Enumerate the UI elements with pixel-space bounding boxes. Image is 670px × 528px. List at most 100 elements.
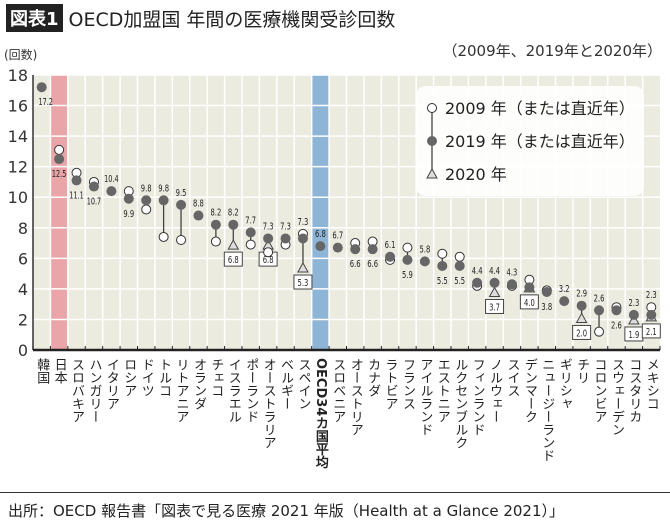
- data-label-2019: 6.7: [332, 231, 343, 242]
- data-label-2019: 10.4: [104, 174, 118, 185]
- marker-2019: [123, 193, 134, 204]
- data-label-2019: 3.2: [559, 284, 570, 295]
- x-category-label: OECD34カ国平均: [313, 358, 329, 470]
- data-label-2019: 6.1: [385, 240, 396, 251]
- legend-marker-2019: [427, 136, 437, 146]
- data-label-2019: 2.6: [611, 320, 622, 331]
- data-label-2019: 7.3: [263, 221, 274, 232]
- marker-2020: [227, 239, 240, 250]
- data-label-2019: 17.2: [39, 97, 53, 108]
- data-label-2019: 9.5: [176, 188, 187, 199]
- marker-2019: [193, 210, 204, 221]
- legend-box: [416, 86, 644, 196]
- x-category-label: 韓国: [34, 358, 50, 384]
- x-category-label: ルクセンブルク: [452, 358, 468, 449]
- x-category-label: スイス: [504, 358, 519, 397]
- marker-2019: [506, 279, 517, 290]
- japan-highlight-band: [50, 75, 68, 350]
- x-category-label: オランダ: [191, 358, 206, 410]
- x-category-label: ドイツ: [139, 358, 154, 397]
- marker-2009: [454, 251, 465, 262]
- data-label-2019: 7.7: [245, 215, 256, 226]
- y-tick-label: 18: [8, 66, 28, 85]
- marker-2019: [541, 286, 552, 297]
- marker-2019: [106, 186, 117, 197]
- x-category-label: スロベニア: [330, 358, 346, 423]
- y-tick-label: 16: [8, 97, 28, 116]
- marker-2009: [54, 144, 65, 155]
- marker-2019: [437, 260, 448, 271]
- marker-2009: [210, 236, 221, 247]
- data-label-2020: 6.8: [228, 255, 239, 266]
- data-label-2019: 3.8: [541, 302, 552, 313]
- y-tick-label: 12: [8, 158, 28, 177]
- data-label-2019: 2.9: [576, 289, 587, 300]
- data-label-2019: 5.5: [454, 276, 465, 287]
- data-label-2020: 6.8: [263, 255, 274, 266]
- label-box-2020: [519, 294, 539, 310]
- data-label-2020: 3.7: [489, 302, 500, 313]
- x-category-label: イスラエル: [226, 358, 241, 423]
- y-tick-label: 0: [18, 341, 28, 360]
- x-category-label: オーストリア: [348, 358, 363, 436]
- x-category-label: スペイン: [295, 358, 311, 410]
- data-label-2019: 6.6: [367, 259, 378, 270]
- marker-2019: [158, 195, 169, 206]
- data-label-2019: 7.3: [280, 221, 291, 232]
- x-category-label: ロシア: [121, 358, 136, 397]
- marker-2009: [263, 247, 274, 258]
- data-label-2019: 9.8: [158, 183, 169, 194]
- x-category-label: ノルウェー: [487, 358, 502, 423]
- y-tick-label: 4: [18, 280, 28, 299]
- marker-2009: [437, 248, 448, 259]
- marker-2019: [54, 154, 65, 165]
- marker-2019: [88, 181, 99, 192]
- y-tick-label: 6: [18, 249, 28, 268]
- legend-label: 2020 年: [445, 165, 507, 184]
- x-category-label: イタリア: [104, 358, 119, 410]
- marker-2019: [176, 199, 187, 210]
- marker-2019: [228, 219, 239, 230]
- data-label-2019: 4.4: [472, 266, 483, 277]
- marker-2009: [594, 326, 605, 337]
- footer-divider: [0, 492, 670, 493]
- data-label-2019: 5.9: [402, 270, 413, 281]
- x-category-label: エストニア: [435, 358, 450, 423]
- marker-2009: [402, 242, 413, 253]
- data-label-2019: 6.6: [350, 259, 361, 270]
- marker-2019: [350, 244, 361, 255]
- x-category-label: デンマーク: [522, 358, 537, 423]
- marker-2019: [611, 305, 622, 316]
- data-label-2020: 5.3: [298, 278, 309, 289]
- x-category-label: ニュージーランド: [539, 358, 554, 462]
- x-category-label: コロンビア: [592, 358, 607, 423]
- x-category-label: ハンガリー: [86, 358, 101, 423]
- y-axis-unit: (回数): [4, 48, 38, 62]
- marker-2019: [646, 309, 657, 320]
- data-label-2019: 2.6: [594, 293, 605, 304]
- x-category-label: チリ: [574, 358, 589, 384]
- marker-2009: [141, 204, 152, 215]
- x-category-label: アイルランド: [417, 358, 432, 436]
- marker-2019: [141, 195, 152, 206]
- chart-svg: 0 2 4 6 8 10 12 14 16 18 17.2 韓国 12.5 日本 11.1 スロバキア 10.7…: [8, 66, 661, 470]
- label-box-2020: [485, 298, 505, 314]
- x-category-label: オーストラリア: [261, 358, 276, 449]
- marker-2019: [315, 241, 326, 252]
- data-label-2019: 6.8: [315, 229, 326, 240]
- subtitle: （2009年、2019年と2020年）: [442, 42, 662, 60]
- x-category-label: スウェーデン: [609, 358, 624, 436]
- marker-2019: [385, 251, 396, 262]
- x-category-label: チェコ: [208, 358, 223, 397]
- marker-2019: [367, 244, 378, 255]
- source-note: 出所：OECD 報告書「図表で見る医療 2021 年版（Health at a …: [8, 502, 565, 520]
- data-label-2019: 2.3: [646, 290, 657, 301]
- data-label-2019: 5.8: [419, 244, 430, 255]
- marker-2019: [454, 260, 465, 271]
- legend-marker-2009: [427, 103, 437, 113]
- label-box-2020: [293, 274, 313, 290]
- x-category-label: ベルギー: [278, 358, 294, 410]
- legend: 2009 年（または直近年） 2019 年（または直近年） 2020 年: [416, 86, 644, 196]
- x-category-label: トルコ: [156, 358, 171, 397]
